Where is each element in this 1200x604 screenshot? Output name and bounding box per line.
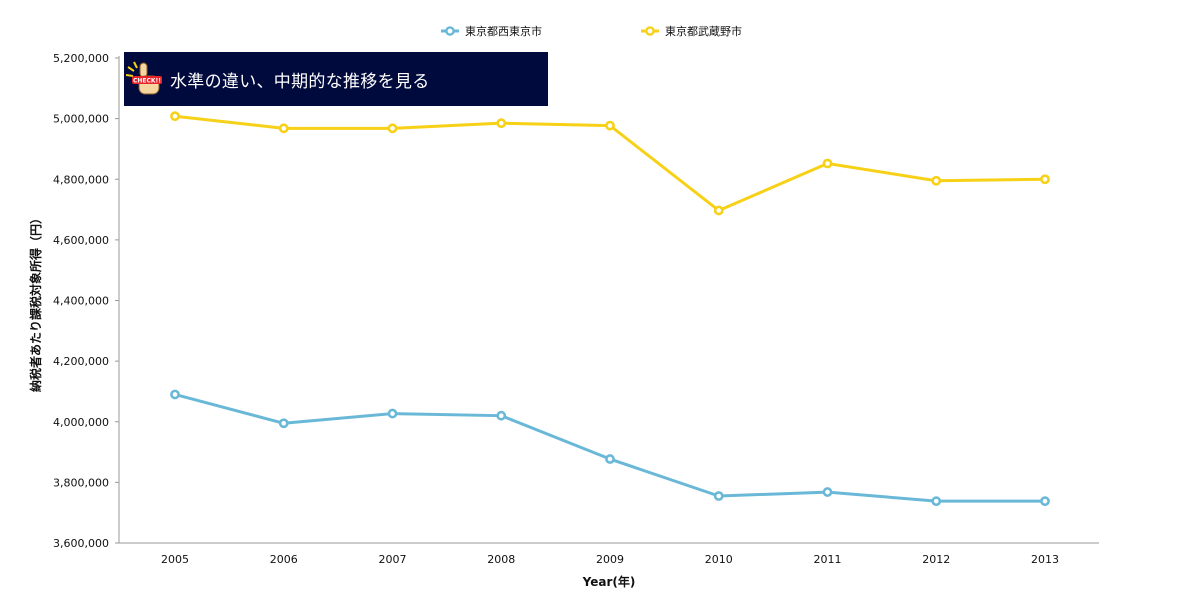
data-point[interactable]	[278, 418, 289, 429]
check-hand-icon: CHECK!!	[126, 61, 162, 95]
data-point[interactable]	[1040, 174, 1050, 185]
series-line	[174, 393, 1045, 503]
series-1	[170, 389, 1050, 507]
data-point[interactable]	[605, 120, 615, 131]
y-tick-label: 4,400,000	[53, 295, 109, 308]
svg-text:CHECK!!: CHECK!!	[133, 78, 161, 85]
x-tick-labels: 2005 2006 2007 2008 2009 2010 2011 2012 2013	[161, 553, 1059, 566]
data-point[interactable]	[713, 491, 724, 501]
legend-label: 東京都武蔵野市	[665, 24, 742, 38]
banner: CHECK!! 水準の違い、中期的な推移を見る	[124, 52, 548, 106]
y-tick-labels: 3,600,000 3,800,000 4,000,000 4,200,000 4,40…	[53, 52, 119, 550]
x-tick-label: 2007	[379, 553, 407, 566]
legend: 東京都西東京市 東京都武蔵野市	[441, 24, 742, 38]
series-lines	[170, 111, 1050, 507]
data-point[interactable]	[496, 410, 507, 421]
data-point[interactable]	[170, 111, 180, 122]
data-point[interactable]	[931, 175, 942, 186]
y-axis-title: 納税者あたり課税対象所得（円）	[28, 212, 43, 392]
data-point[interactable]	[605, 454, 615, 464]
data-point[interactable]	[1040, 496, 1050, 507]
y-tick-label: 3,600,000	[53, 537, 109, 550]
y-tick-label: 4,200,000	[53, 355, 109, 368]
legend-marker	[445, 26, 455, 36]
x-tick-label: 2011	[814, 553, 842, 566]
x-tick-label: 2012	[922, 553, 950, 566]
data-point[interactable]	[387, 123, 398, 134]
x-tick-label: 2009	[596, 553, 624, 566]
legend-label: 東京都西東京市	[465, 24, 542, 38]
legend-item[interactable]: 東京都西東京市	[441, 24, 542, 38]
y-tick-label: 3,800,000	[53, 476, 109, 489]
data-point[interactable]	[822, 158, 833, 169]
data-point[interactable]	[496, 118, 507, 129]
data-point[interactable]	[278, 123, 289, 134]
y-tick-label: 4,800,000	[53, 173, 109, 186]
axes	[118, 56, 1099, 544]
x-tick-label: 2013	[1031, 553, 1059, 566]
x-tick-label: 2010	[705, 553, 733, 566]
legend-marker	[645, 26, 655, 36]
y-tick-label: 4,000,000	[53, 416, 109, 429]
data-point[interactable]	[170, 389, 180, 400]
y-tick-label: 5,200,000	[53, 52, 109, 65]
banner-text: 水準の違い、中期的な推移を見る	[170, 71, 430, 92]
series-2	[170, 111, 1050, 216]
data-point[interactable]	[822, 487, 833, 497]
x-tick-label: 2005	[161, 553, 189, 566]
x-tick-label: 2008	[487, 553, 515, 566]
data-point[interactable]	[387, 408, 398, 419]
x-tick-label: 2006	[270, 553, 298, 566]
data-point[interactable]	[931, 496, 942, 507]
x-axis-title: Year(年)	[582, 574, 636, 589]
legend-item[interactable]: 東京都武蔵野市	[641, 24, 742, 38]
y-tick-label: 5,000,000	[53, 113, 109, 126]
y-tick-label: 4,600,000	[53, 234, 109, 247]
data-point[interactable]	[713, 205, 724, 216]
